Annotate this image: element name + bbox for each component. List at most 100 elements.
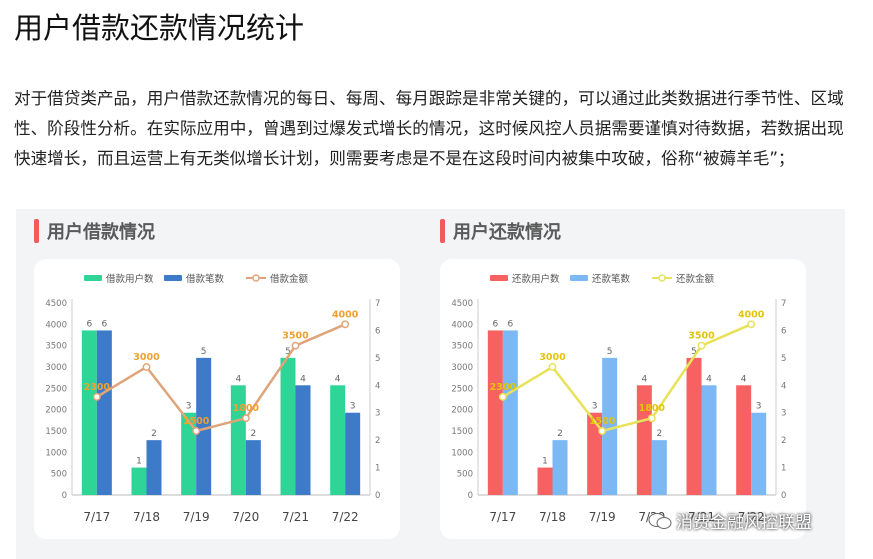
left-tick-label: 2000 (451, 406, 473, 416)
line-value-label: 1500 (589, 416, 616, 427)
x-tick-label: 7/18 (133, 510, 160, 524)
left-tick-label: 2000 (45, 406, 67, 416)
bar (537, 467, 553, 495)
bar (196, 357, 212, 495)
bar-value-label: 4 (235, 374, 241, 384)
right-tick-label: 5 (375, 354, 380, 364)
x-tick-label: 7/17 (489, 510, 516, 524)
left-tick-label: 2500 (451, 384, 473, 394)
right-tick-label: 6 (375, 326, 380, 336)
right-tick-label: 5 (781, 354, 786, 364)
bar-value-label: 1 (542, 457, 548, 467)
bar (96, 330, 112, 495)
legend-swatch (570, 275, 588, 281)
wechat-icon (648, 512, 672, 529)
legend-swatch (490, 275, 508, 281)
line-point (647, 414, 656, 423)
bar-value-label: 5 (201, 347, 207, 357)
right-tick-label: 7 (781, 299, 786, 309)
legend-label: 还款用户数 (512, 273, 560, 285)
bar-value-label: 3 (756, 402, 762, 412)
line-value-label: 2300 (84, 382, 111, 393)
line-point (697, 341, 706, 350)
bar-value-label: 5 (691, 347, 697, 357)
right-tick-label: 0 (375, 491, 380, 501)
bar (651, 440, 667, 495)
left-tick-label: 4500 (45, 299, 67, 309)
right-tick-label: 2 (375, 436, 380, 446)
borrow-chart: 借款用户数 借款笔数 借款金额050010001500200025003000350… (45, 273, 380, 524)
line-point (498, 392, 507, 401)
legend-swatch (84, 275, 102, 281)
left-tick-label: 1000 (451, 448, 473, 458)
bar-value-label: 2 (656, 429, 662, 439)
accent-bar (440, 219, 445, 243)
repay-panel: 用户还款情况 还款用户数 还款笔数 还款金额 0 500 1000 1500 2000 2500… (422, 209, 822, 559)
borrow-panel: 用户借款情况 借款用户数 借款笔数 借款金额 0 500 1000 1500 2000 2500… (16, 209, 416, 559)
line-value-label: 2300 (490, 382, 517, 393)
borrow-panel-header: 用户借款情况 (34, 219, 155, 243)
legend-swatch (252, 274, 260, 282)
bar-value-label: 3 (186, 402, 192, 412)
legend-label: 借款笔数 (186, 273, 225, 285)
line-value-label: 4000 (332, 309, 359, 320)
legend-label: 借款用户数 (106, 273, 154, 285)
left-tick-label: 4500 (451, 299, 473, 309)
bar (345, 412, 361, 495)
bar (81, 330, 97, 495)
left-tick-label: 1500 (451, 427, 473, 437)
line-value-label: 1800 (639, 403, 666, 414)
right-tick-label: 4 (781, 381, 786, 391)
left-tick-label: 3500 (451, 342, 473, 352)
right-tick-label: 0 (781, 491, 786, 501)
watermark-text: 消费金融风控联盟 (676, 513, 812, 533)
x-tick-label: 7/19 (589, 510, 616, 524)
bar-value-label: 2 (557, 429, 563, 439)
bar (245, 440, 261, 495)
bar-value-label: 6 (507, 319, 513, 329)
left-tick-label: 0 (468, 491, 473, 501)
right-tick-label: 2 (781, 436, 786, 446)
right-tick-label: 3 (375, 409, 380, 419)
repay-chart-title: 用户还款情况 (453, 222, 561, 243)
bar (701, 385, 717, 495)
legend-label: 借款金额 (270, 273, 309, 285)
left-tick-label: 4000 (451, 320, 473, 330)
line-value-label: 3000 (539, 352, 566, 363)
bar-value-label: 6 (492, 319, 498, 329)
charts-area: 用户借款情况 借款用户数 借款笔数 借款金额 0 500 1000 1500 2000 2500… (16, 209, 845, 559)
repay-chart: 还款用户数 还款笔数 还款金额050010001500200025003000350… (451, 273, 786, 524)
x-tick-label: 7/22 (332, 510, 359, 524)
bar (736, 385, 752, 495)
bar (636, 385, 652, 495)
bar-value-label: 2 (250, 429, 256, 439)
x-tick-label: 7/22 (738, 510, 765, 524)
legend-label: 还款金额 (676, 273, 715, 285)
bar (502, 330, 518, 495)
bar (587, 412, 603, 495)
borrow-chart-title: 用户借款情况 (47, 222, 155, 243)
bar-value-label: 5 (607, 347, 613, 357)
page-title: 用户借款还款情况统计 (14, 11, 305, 45)
x-tick-label: 7/21 (688, 510, 715, 524)
legend-swatch (164, 275, 182, 281)
left-tick-label: 500 (457, 470, 473, 480)
line-point (291, 341, 300, 350)
bar (602, 357, 618, 495)
line-point (192, 427, 201, 435)
repay-chart-card: 还款用户数 还款笔数 还款金额 0 500 1000 1500 2000 2500 3000 350… (440, 259, 806, 539)
left-tick-label: 3000 (451, 363, 473, 373)
bar-value-label: 2 (151, 429, 157, 439)
left-tick-label: 3000 (45, 363, 67, 373)
right-tick-label: 3 (781, 409, 786, 419)
x-tick-label: 7/21 (282, 510, 309, 524)
x-tick-label: 7/17 (83, 510, 110, 524)
line-point (341, 320, 350, 329)
bar (487, 330, 503, 495)
accent-bar (34, 219, 39, 243)
repay-panel-header: 用户还款情况 (440, 219, 561, 243)
line-value-label: 1800 (233, 403, 260, 414)
line-point (598, 427, 607, 435)
bar-value-label: 3 (350, 402, 356, 412)
bar (295, 385, 311, 495)
